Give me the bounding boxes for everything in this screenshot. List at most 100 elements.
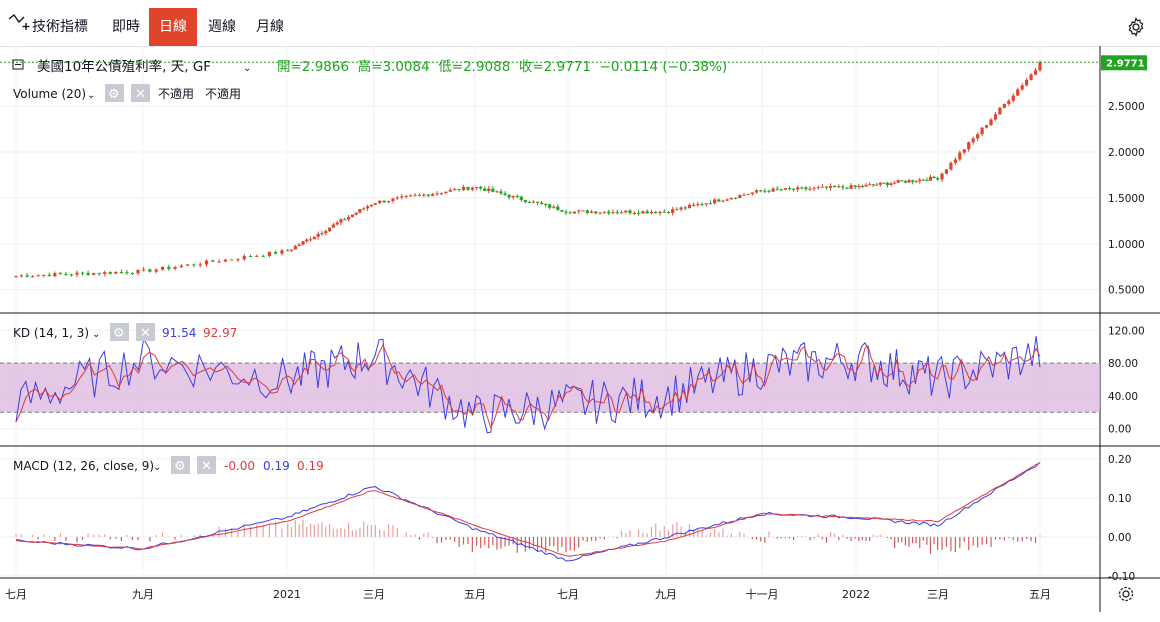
candle-body <box>354 212 358 215</box>
candle-body <box>860 185 865 187</box>
close-icon[interactable] <box>131 84 150 102</box>
candle-body <box>19 275 24 277</box>
interval-realtime[interactable]: 即時 <box>112 19 140 35</box>
candle-body <box>335 222 339 225</box>
macd-line <box>15 461 1041 562</box>
candle-body <box>186 264 190 266</box>
candle-body <box>86 272 90 275</box>
candle-body <box>119 272 123 274</box>
candle-body <box>223 259 227 262</box>
candle-body <box>953 159 957 163</box>
chevron-down-icon[interactable]: ⌄ <box>87 90 95 101</box>
candle-body <box>248 256 253 258</box>
candle-body <box>312 236 316 240</box>
price-axis-label: 0.00 <box>1108 532 1131 544</box>
candle-body <box>708 203 713 205</box>
kd-label[interactable]: KD (14, 1, 3) <box>13 326 89 340</box>
close-icon[interactable] <box>136 323 155 341</box>
candle-body <box>470 187 474 190</box>
indicators-button[interactable]: 技術指標 <box>8 8 88 46</box>
candle-body <box>142 269 146 271</box>
candle-body <box>320 233 324 235</box>
candle-body <box>808 188 812 190</box>
candle-body <box>373 203 377 205</box>
macd-signal-value: 0.19 <box>297 459 324 473</box>
gear-glyph: ⚙ <box>113 326 125 341</box>
candle-body <box>255 255 259 257</box>
last-price-tag <box>1101 55 1147 71</box>
candle-body <box>453 189 457 191</box>
candle-body <box>733 197 738 199</box>
close-glyph: ✕ <box>201 459 212 474</box>
gear-icon[interactable] <box>105 84 124 102</box>
candle-body <box>457 189 461 191</box>
gear-icon[interactable] <box>1118 586 1134 602</box>
close-icon[interactable] <box>197 456 216 474</box>
candle-body <box>949 162 953 170</box>
collapse-icon[interactable] <box>12 59 24 70</box>
k-line <box>15 336 1041 434</box>
candle-body <box>339 219 343 223</box>
candle-body <box>875 184 879 186</box>
gear-icon[interactable] <box>1126 17 1146 37</box>
volume-value: 不適用 <box>158 86 194 101</box>
candle-body <box>976 134 980 139</box>
candle-body <box>857 185 861 187</box>
interval-monthly[interactable]: 月線 <box>256 19 284 35</box>
candle-body <box>461 186 466 191</box>
candle-body <box>435 193 439 195</box>
symbol-title[interactable]: 美國10年公債殖利率, 天, GF <box>37 58 211 75</box>
candle-body <box>552 206 556 208</box>
candle-body <box>671 209 675 213</box>
candle-body <box>204 260 209 265</box>
macd-label[interactable]: MACD (12, 26, close, 9) <box>13 459 154 473</box>
candle-body <box>479 186 483 189</box>
macd-series <box>15 461 1041 562</box>
interval-weekly[interactable]: 週線 <box>208 19 236 35</box>
candle-body <box>742 194 746 196</box>
candle-body <box>369 204 373 207</box>
candle-body <box>687 204 692 208</box>
gear-icon[interactable] <box>171 456 190 474</box>
candle-body <box>108 272 112 274</box>
candle-body <box>192 264 196 266</box>
price-axis-label: 0.20 <box>1108 454 1131 466</box>
candle-body <box>925 179 929 181</box>
signal-line <box>15 462 1041 557</box>
candle-body <box>179 265 183 268</box>
chart-area[interactable]: 0.5000 1.0000 1.5000 2.0000 2.5000 0.00 40.00 8… <box>0 46 1160 612</box>
candle-body <box>775 188 779 190</box>
candle-body <box>1011 95 1015 101</box>
candle-body <box>519 196 523 201</box>
chevron-down-icon[interactable]: ⌄ <box>153 462 161 473</box>
candle-body <box>274 251 278 254</box>
candle-body <box>841 186 845 188</box>
candle-body <box>173 267 177 269</box>
candle-body <box>611 212 615 214</box>
time-axis-label: 2022 <box>842 588 870 601</box>
ohlc-values: 開=2.9866 高=3.0084 低=2.9088 收=2.9771 −0.0… <box>277 58 727 75</box>
interval-daily[interactable]: 日線 <box>149 8 197 46</box>
candle-body <box>327 227 332 232</box>
candle-body <box>666 211 671 213</box>
candle-body <box>816 187 820 189</box>
price-axis-label: 0.5000 <box>1108 285 1145 297</box>
chevron-down-icon[interactable]: ⌄ <box>243 63 251 74</box>
candle-body <box>75 272 79 275</box>
gear-icon[interactable] <box>110 323 129 341</box>
candle-body <box>900 180 904 182</box>
candle-body <box>25 275 29 277</box>
candle-body <box>824 186 829 188</box>
candle-body <box>914 181 918 183</box>
candle-body <box>350 214 354 217</box>
candle-body <box>833 186 837 188</box>
candle-body <box>721 200 725 202</box>
candle-body <box>871 184 875 186</box>
candle-body <box>14 275 18 277</box>
volume-label[interactable]: Volume (20) <box>13 87 86 101</box>
candle-body <box>499 191 503 194</box>
kd-legend: KD (14, 1, 3) ⌄ ⚙ ✕ 91.54 92.97 <box>13 323 237 341</box>
candle-body <box>242 256 246 260</box>
chevron-down-icon[interactable]: ⌄ <box>92 329 100 340</box>
last-price-tag-label: 2.9771 <box>1106 58 1145 69</box>
